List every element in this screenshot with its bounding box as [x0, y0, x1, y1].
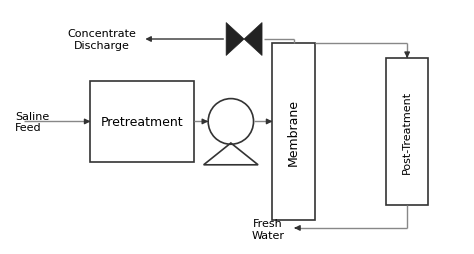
Text: Post-Treatment: Post-Treatment: [402, 91, 412, 173]
Text: Concentrate
Discharge: Concentrate Discharge: [68, 29, 137, 51]
Bar: [273, 44, 315, 220]
Bar: [91, 82, 194, 162]
Text: Membrane: Membrane: [287, 99, 300, 165]
Polygon shape: [226, 23, 244, 56]
Text: Fresh
Water: Fresh Water: [251, 218, 284, 240]
Bar: [386, 59, 428, 205]
Text: Saline
Feed: Saline Feed: [15, 111, 49, 133]
Polygon shape: [244, 23, 262, 56]
Text: Pretreatment: Pretreatment: [101, 116, 184, 129]
